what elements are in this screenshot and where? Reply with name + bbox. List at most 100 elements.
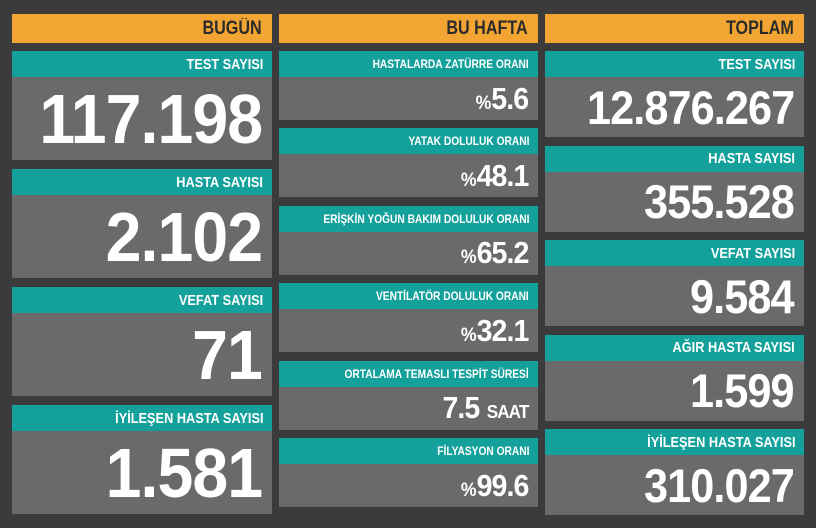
stat-number: 355.528 [644, 174, 795, 229]
stat-number: %32.1 [460, 313, 528, 349]
stat-label-text: İYİLEŞEN HASTA SAYISI [646, 433, 795, 451]
stat-value: 355.528 [545, 172, 804, 232]
stat-number: 117.198 [39, 79, 263, 159]
column-header: TOPLAM [545, 14, 804, 43]
stat-card: AĞIR HASTA SAYISI 1.599 [545, 334, 804, 421]
stat-number: %99.6 [460, 468, 528, 504]
column-header: BUGÜN [12, 14, 272, 43]
stat-number: 310.027 [644, 458, 795, 513]
stat-value-text: 12.876.267 [586, 80, 795, 134]
stat-value: 7.5 SAAT [279, 387, 538, 430]
stat-card: YATAK DOLULUK ORANI %48.1 [279, 128, 538, 198]
stat-card: FİLYASYON ORANI %99.6 [279, 438, 538, 507]
stat-label: VENTİLATÖR DOLULUK ORANI [279, 283, 538, 310]
stat-value-text: 65.2 [476, 235, 529, 271]
stat-label: TEST SAYISI [12, 51, 272, 77]
stat-label: İYİLEŞEN HASTA SAYISI [545, 429, 804, 455]
stat-label: FİLYASYON ORANI [279, 438, 538, 464]
stat-label-text: YATAK DOLULUK ORANI [407, 134, 529, 149]
stat-number: 12.876.267 [586, 80, 795, 135]
stat-value-text: 71 [192, 315, 263, 394]
stat-card: İYİLEŞEN HASTA SAYISI 1.581 [12, 405, 272, 514]
stat-value: 2.102 [12, 195, 272, 278]
stat-prefix: % [475, 92, 491, 114]
stat-card: ERİŞKİN YOĞUN BAKIM DOLULUK ORANI %65.2 [279, 205, 538, 275]
stat-card: HASTA SAYISI 2.102 [12, 169, 272, 278]
stat-value-text: 48.1 [476, 157, 529, 193]
stat-card: HASTA SAYISI 355.528 [545, 145, 804, 232]
stat-number: 71 [192, 315, 263, 395]
stat-label: HASTA SAYISI [545, 145, 804, 172]
stat-value: %48.1 [279, 154, 538, 197]
stat-card: TEST SAYISI 117.198 [12, 51, 272, 160]
stat-value: %65.2 [279, 232, 538, 275]
stat-number: %48.1 [460, 158, 528, 194]
stat-label: HASTALARDA ZATÜRRE ORANI [279, 51, 538, 77]
stat-label-text: FİLYASYON ORANI [436, 444, 529, 458]
stat-value: 310.027 [545, 455, 804, 515]
stat-card: VENTİLATÖR DOLULUK ORANI %32.1 [279, 283, 538, 353]
stat-value-text: 310.027 [644, 458, 795, 512]
stat-prefix: % [460, 324, 476, 346]
stat-label: ORTALAMA TEMASLI TESPİT SÜRESİ [279, 360, 538, 387]
stat-label-text: HASTA SAYISI [176, 173, 263, 191]
header-text: BU HAFTA [446, 17, 528, 39]
stat-value: 9.584 [545, 266, 804, 326]
stat-label-text: TEST SAYISI [186, 55, 263, 73]
stat-number: %65.2 [460, 235, 528, 271]
stat-label-text: AĞIR HASTA SAYISI [672, 339, 795, 356]
stat-label-text: ORTALAMA TEMASLI TESPİT SÜRESİ [344, 366, 529, 381]
stat-label: YATAK DOLULUK ORANI [279, 128, 538, 155]
stat-value-text: 1.581 [105, 433, 262, 512]
stat-label-text: VEFAT SAYISI [710, 244, 795, 262]
stat-card: TEST SAYISI 12.876.267 [545, 51, 804, 137]
stat-label: VEFAT SAYISI [545, 240, 804, 266]
stat-value: 71 [12, 313, 272, 396]
stat-number: 2.102 [105, 197, 262, 277]
stat-label-text: HASTA SAYISI [708, 150, 795, 167]
stat-label-text: VEFAT SAYISI [178, 291, 263, 309]
stat-value: %5.6 [279, 77, 538, 120]
stat-value: 1.581 [12, 431, 272, 514]
stat-value: 1.599 [545, 361, 804, 421]
stat-label-text: İYİLEŞEN HASTA SAYISI [114, 409, 263, 427]
stat-prefix: % [460, 479, 476, 501]
header-text: TOPLAM [726, 17, 794, 39]
stat-label-text: VENTİLATÖR DOLULUK ORANI [376, 289, 529, 304]
stat-value-text: 99.6 [476, 467, 529, 503]
stat-label: ERİŞKİN YOĞUN BAKIM DOLULUK ORANI [279, 205, 538, 232]
stat-value: %32.1 [279, 309, 538, 352]
stat-unit: SAAT [486, 401, 529, 423]
stat-number: 1.581 [105, 433, 262, 513]
stat-label: HASTA SAYISI [12, 169, 272, 195]
stat-card: VEFAT SAYISI 71 [12, 287, 272, 396]
stat-label: TEST SAYISI [545, 51, 804, 77]
stat-value-text: 5.6 [491, 80, 529, 116]
stat-label-text: HASTALARDA ZATÜRRE ORANI [372, 57, 529, 71]
stat-prefix: % [460, 247, 476, 269]
stat-value-text: 117.198 [39, 79, 263, 158]
stat-value-text: 9.584 [690, 269, 795, 323]
stat-card: VEFAT SAYISI 9.584 [545, 240, 804, 326]
stat-value-text: 2.102 [105, 197, 262, 276]
stat-value-text: 7.5 [442, 390, 480, 426]
stat-number: 1.599 [690, 363, 795, 418]
stat-label: AĞIR HASTA SAYISI [545, 334, 804, 361]
stat-card: ORTALAMA TEMASLI TESPİT SÜRESİ 7.5 SAAT [279, 360, 538, 430]
stat-value-text: 32.1 [476, 312, 529, 348]
stat-card: HASTALARDA ZATÜRRE ORANI %5.6 [279, 51, 538, 120]
stat-value: 12.876.267 [545, 77, 804, 137]
stat-label: VEFAT SAYISI [12, 287, 272, 313]
stat-number: 7.5 SAAT [442, 390, 529, 426]
stat-label-text: TEST SAYISI [718, 55, 795, 73]
column-header: BU HAFTA [279, 14, 538, 43]
stat-number: 9.584 [690, 269, 795, 324]
stat-value: 117.198 [12, 77, 272, 160]
stat-label: İYİLEŞEN HASTA SAYISI [12, 405, 272, 431]
stat-card: İYİLEŞEN HASTA SAYISI 310.027 [545, 429, 804, 515]
stat-value: %99.6 [279, 464, 538, 507]
stat-number: %5.6 [475, 80, 529, 117]
stat-label-text: ERİŞKİN YOĞUN BAKIM DOLULUK ORANI [322, 211, 529, 226]
stat-value-text: 355.528 [644, 175, 795, 228]
